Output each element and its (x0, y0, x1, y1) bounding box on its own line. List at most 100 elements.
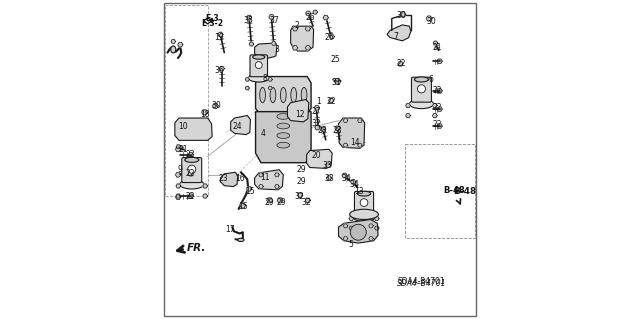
Ellipse shape (270, 87, 276, 103)
Text: 35: 35 (244, 16, 253, 25)
Polygon shape (188, 194, 193, 198)
Ellipse shape (277, 114, 290, 119)
Polygon shape (175, 147, 180, 152)
Text: 32: 32 (302, 198, 312, 207)
Polygon shape (203, 194, 207, 198)
Polygon shape (406, 104, 410, 108)
Ellipse shape (171, 46, 176, 53)
Text: 28: 28 (318, 126, 327, 135)
Circle shape (360, 199, 368, 206)
Text: 9: 9 (177, 165, 182, 174)
Polygon shape (271, 41, 276, 45)
Polygon shape (171, 40, 175, 43)
Polygon shape (305, 26, 310, 31)
Polygon shape (298, 193, 303, 197)
Polygon shape (343, 119, 348, 122)
Polygon shape (176, 184, 180, 188)
Polygon shape (176, 145, 180, 149)
Polygon shape (305, 46, 310, 50)
Text: 29: 29 (265, 198, 275, 207)
Polygon shape (292, 26, 298, 31)
Text: 29: 29 (276, 198, 286, 207)
Text: 26: 26 (306, 13, 316, 22)
Polygon shape (326, 176, 332, 180)
Ellipse shape (237, 238, 244, 241)
Polygon shape (330, 35, 334, 39)
Polygon shape (305, 198, 310, 203)
Polygon shape (406, 114, 410, 118)
Text: 22: 22 (433, 120, 442, 129)
Polygon shape (275, 185, 279, 189)
Polygon shape (433, 104, 437, 108)
FancyBboxPatch shape (355, 191, 374, 215)
Ellipse shape (277, 142, 290, 148)
Polygon shape (240, 204, 245, 208)
Text: 10: 10 (179, 122, 188, 130)
Text: 29: 29 (296, 165, 306, 174)
Polygon shape (437, 59, 442, 63)
Text: 4: 4 (260, 130, 265, 138)
Polygon shape (335, 126, 340, 130)
Text: 36: 36 (214, 66, 224, 75)
Text: 34: 34 (341, 174, 351, 182)
Polygon shape (334, 78, 340, 84)
Ellipse shape (180, 180, 204, 189)
Text: 1: 1 (316, 97, 321, 106)
Polygon shape (246, 187, 252, 191)
Text: E-3: E-3 (205, 14, 219, 23)
Polygon shape (268, 86, 272, 90)
Text: 22: 22 (326, 97, 336, 106)
Text: 33: 33 (323, 161, 333, 170)
Polygon shape (220, 172, 237, 187)
Polygon shape (219, 66, 224, 71)
Text: 26: 26 (324, 33, 333, 42)
Polygon shape (268, 78, 272, 81)
Polygon shape (426, 16, 432, 21)
Text: 17: 17 (225, 225, 235, 234)
Text: 15: 15 (245, 187, 255, 196)
Text: FR.: FR. (187, 243, 206, 253)
Polygon shape (314, 106, 319, 110)
Text: 3: 3 (275, 45, 280, 54)
Circle shape (350, 224, 366, 240)
Ellipse shape (291, 87, 296, 103)
Polygon shape (307, 149, 332, 168)
Polygon shape (255, 43, 277, 58)
Text: 31: 31 (332, 78, 341, 87)
FancyBboxPatch shape (250, 55, 268, 77)
Text: 11: 11 (260, 173, 270, 182)
Text: 23: 23 (219, 174, 228, 183)
Text: 21: 21 (433, 43, 442, 52)
Text: 16: 16 (235, 174, 244, 182)
Polygon shape (245, 86, 249, 90)
Polygon shape (176, 194, 180, 198)
Polygon shape (306, 11, 311, 16)
Text: 7: 7 (393, 32, 397, 41)
Text: 5: 5 (349, 241, 354, 249)
Polygon shape (323, 15, 328, 20)
Polygon shape (400, 12, 406, 17)
Polygon shape (292, 46, 298, 50)
Polygon shape (291, 26, 314, 51)
Text: 22: 22 (186, 169, 195, 178)
Polygon shape (369, 224, 373, 228)
Ellipse shape (415, 77, 428, 82)
Text: 30: 30 (397, 11, 406, 20)
Polygon shape (343, 143, 348, 147)
Text: 18: 18 (200, 110, 209, 119)
Text: 22: 22 (186, 192, 195, 201)
Ellipse shape (349, 209, 378, 219)
Ellipse shape (301, 87, 307, 103)
Circle shape (417, 85, 426, 93)
Polygon shape (374, 226, 379, 230)
Polygon shape (175, 173, 180, 177)
Text: 20: 20 (311, 151, 321, 160)
FancyBboxPatch shape (182, 158, 202, 182)
Text: 12: 12 (295, 110, 305, 119)
Bar (404, 144, 475, 238)
Polygon shape (175, 118, 212, 140)
Text: SDA4–B4701: SDA4–B4701 (397, 279, 446, 288)
Text: E-3-2: E-3-2 (201, 19, 223, 28)
Text: B-48: B-48 (443, 186, 465, 195)
Text: 32: 32 (294, 192, 304, 201)
